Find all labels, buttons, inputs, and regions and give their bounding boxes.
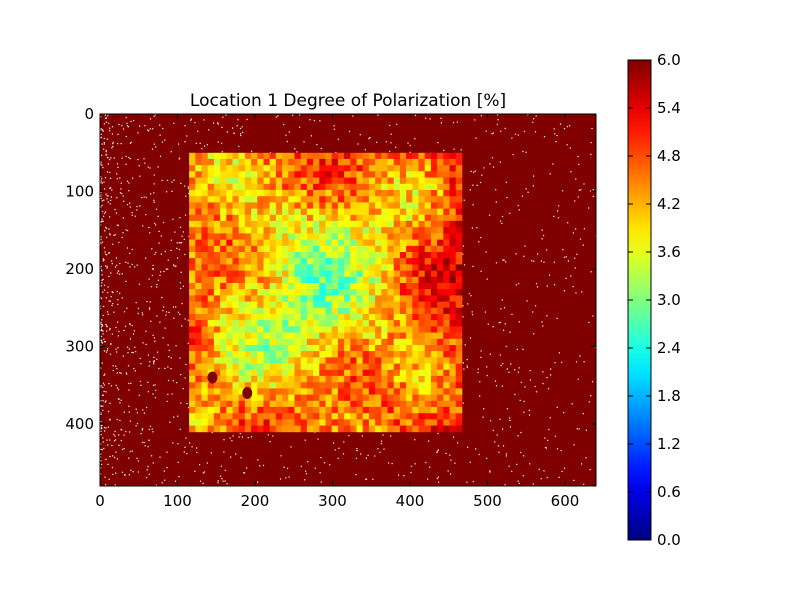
- colorbar-tick-label: 2.4: [657, 339, 681, 357]
- colorbar-tick-label: 0.6: [657, 483, 681, 501]
- y-tick-label: 400: [65, 415, 94, 433]
- sample-region: [189, 152, 463, 433]
- feature-spot: [242, 387, 253, 399]
- features: [207, 371, 253, 399]
- noise-speckle: [100, 114, 596, 486]
- y-tick-label: 100: [65, 183, 94, 201]
- feature-spot: [207, 371, 218, 384]
- colorbar-tick-label: 1.2: [657, 435, 681, 453]
- x-tick-label: 100: [163, 492, 192, 510]
- colorbar-tick-label: 4.2: [657, 195, 681, 213]
- x-tick-label: 600: [551, 492, 580, 510]
- colorbar-tick-label: 1.8: [657, 387, 681, 405]
- x-tick-label: 400: [396, 492, 425, 510]
- plot-frame: [99, 113, 597, 487]
- colorbar-tick-label: 4.8: [657, 147, 681, 165]
- x-tick-label: 0: [95, 492, 105, 510]
- y-axis: 0 100 200 300 400: [65, 105, 596, 433]
- colorbar-tick-label: 0.0: [657, 531, 681, 549]
- chart-title: Location 1 Degree of Polarization [%]: [190, 91, 506, 111]
- colorbar-tick-label: 3.0: [657, 291, 681, 309]
- x-tick-label: 300: [318, 492, 347, 510]
- y-tick-label: 0: [84, 105, 94, 123]
- x-tick-label: 500: [473, 492, 502, 510]
- y-tick-label: 200: [65, 260, 94, 278]
- colorbar-tick-label: 3.6: [657, 243, 681, 261]
- y-tick-label: 300: [65, 338, 94, 356]
- colorbar-gradient: [628, 60, 651, 540]
- colorbar: 0.0 0.6 1.2 1.8 2.4 3.0 3.6 4.2 4.8 5.4 6.0: [627, 51, 681, 549]
- colorbar-tick-label: 5.4: [657, 99, 681, 117]
- x-tick-label: 200: [241, 492, 270, 510]
- x-axis: 0 100 200 300 400 500 600: [95, 114, 579, 510]
- colorbar-tick-label: 6.0: [657, 51, 681, 69]
- heatmap-image: [100, 114, 596, 486]
